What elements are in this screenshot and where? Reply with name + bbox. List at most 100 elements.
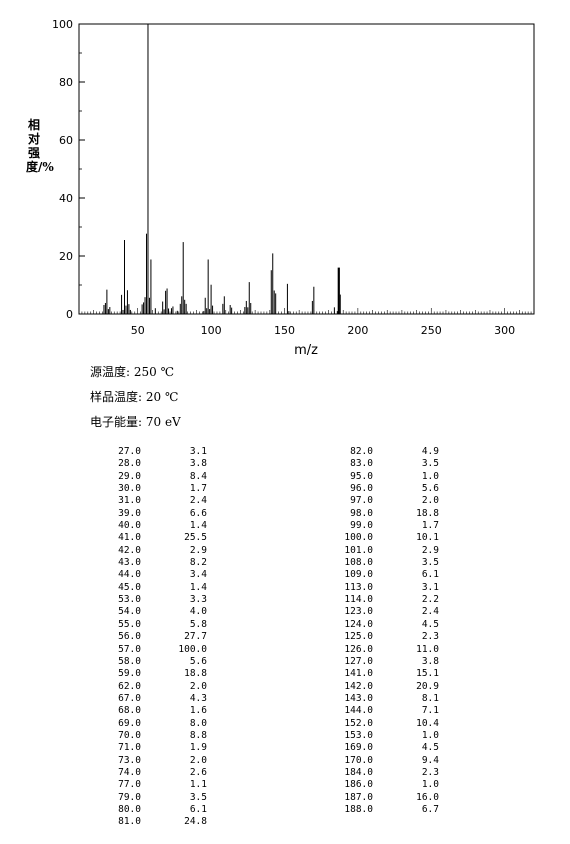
peak-mz: 114.0 — [344, 594, 373, 606]
peak-table-row: 83.0 3.5 — [337, 458, 439, 470]
electron-energy: 电子能量: 70 eV — [90, 415, 181, 429]
x-tick-label: 250 — [421, 324, 442, 337]
peak-mz: 141.0 — [344, 668, 373, 680]
peak-mz: 127.0 — [344, 655, 373, 667]
peak-intensity: 8.8 — [189, 729, 207, 741]
peak-mz: 143.0 — [344, 692, 373, 704]
peak-intensity: 9.4 — [421, 754, 439, 766]
peak-table-row: 77.0 1.1 — [105, 779, 207, 791]
peak-table-row: 143.0 8.1 — [337, 693, 439, 705]
peak-mz: 97.0 — [350, 495, 373, 507]
peak-mz: 188.0 — [344, 803, 373, 815]
peak-table-row: 68.0 1.6 — [105, 705, 207, 717]
peak-mz: 41.0 — [118, 532, 141, 544]
peak-table-row: 74.0 2.6 — [105, 767, 207, 779]
peak-table-row: 45.0 1.4 — [105, 582, 207, 594]
peak-table-row: 71.0 1.9 — [105, 742, 207, 754]
peak-mz: 58.0 — [118, 655, 141, 667]
peak-intensity: 27.7 — [184, 631, 207, 643]
peak-table-row: 141.0 15.1 — [337, 668, 439, 680]
peak-table-row: 114.0 2.2 — [337, 594, 439, 606]
x-axis: 50 100 150 200 250 300 — [131, 324, 515, 337]
peak-mz: 45.0 — [118, 581, 141, 593]
peak-mz: 31.0 — [118, 495, 141, 507]
mass-spectrum-chart: 0 20 40 60 80 100 50 100 150 200 250 300 m/z — [52, 18, 535, 358]
source-temperature: 源温度: 250 ℃ — [90, 365, 175, 379]
peak-mz: 71.0 — [118, 742, 141, 754]
x-tick-label: 300 — [494, 324, 515, 337]
peak-mz: 126.0 — [344, 643, 373, 655]
peak-intensity: 4.0 — [189, 606, 207, 618]
peak-mz: 29.0 — [118, 470, 141, 482]
peak-intensity: 1.0 — [421, 470, 439, 482]
peak-intensity: 11.0 — [416, 643, 439, 655]
peak-intensity: 3.5 — [421, 557, 439, 569]
peak-mz: 30.0 — [118, 483, 141, 495]
peak-mz: 81.0 — [118, 816, 141, 828]
peak-table-row: 58.0 5.6 — [105, 656, 207, 668]
peak-mz: 187.0 — [344, 791, 373, 803]
peak-mz: 79.0 — [118, 791, 141, 803]
peak-mz: 27.0 — [118, 446, 141, 457]
peak-mz: 98.0 — [350, 507, 373, 519]
peak-intensity: 6.1 — [421, 569, 439, 581]
peak-intensity: 5.8 — [189, 618, 207, 630]
peak-table-row: 184.0 2.3 — [337, 767, 439, 779]
peak-intensity: 6.1 — [189, 803, 207, 815]
peak-mz: 82.0 — [350, 446, 373, 457]
peak-mz: 113.0 — [344, 581, 373, 593]
peak-mz: 101.0 — [344, 544, 373, 556]
y-tick-label: 0 — [66, 308, 73, 321]
peak-table-row: 81.0 24.8 — [105, 816, 207, 828]
peak-mz: 99.0 — [350, 520, 373, 532]
peak-table-row: 97.0 2.0 — [337, 495, 439, 507]
peak-table-row: 80.0 6.1 — [105, 804, 207, 816]
peak-table-row: 95.0 1.0 — [337, 471, 439, 483]
peak-table-row: 108.0 3.5 — [337, 557, 439, 569]
peak-intensity: 10.4 — [416, 717, 439, 729]
peak-table-row: 39.0 6.6 — [105, 508, 207, 520]
peak-intensity: 2.9 — [421, 544, 439, 556]
peak-table-row: 43.0 8.2 — [105, 557, 207, 569]
peak-table-row: 187.0 16.0 — [337, 792, 439, 804]
peak-table-row: 55.0 5.8 — [105, 619, 207, 631]
peak-intensity: 100.0 — [178, 643, 207, 655]
peak-intensity: 6.7 — [421, 803, 439, 815]
peak-intensity: 4.5 — [421, 742, 439, 754]
peak-table-row: 100.0 10.1 — [337, 532, 439, 544]
peak-table-row: 28.0 3.8 — [105, 458, 207, 470]
peak-table-row: 101.0 2.9 — [337, 545, 439, 557]
peak-table-row: 29.0 8.4 — [105, 471, 207, 483]
y-axis-label: 相对强度/% — [26, 118, 54, 174]
peak-mz: 73.0 — [118, 754, 141, 766]
peak-mz: 144.0 — [344, 705, 373, 717]
peak-mz: 70.0 — [118, 729, 141, 741]
peak-mz: 123.0 — [344, 606, 373, 618]
peak-mz: 186.0 — [344, 779, 373, 791]
peak-intensity: 1.7 — [189, 483, 207, 495]
peak-table-row: 113.0 3.1 — [337, 582, 439, 594]
peak-intensity: 20.9 — [416, 680, 439, 692]
peak-table-row: 53.0 3.3 — [105, 594, 207, 606]
peak-table-row: 69.0 8.0 — [105, 718, 207, 730]
peak-table-row: 31.0 2.4 — [105, 495, 207, 507]
peak-intensity: 1.4 — [189, 581, 207, 593]
peak-table-row: 54.0 4.0 — [105, 606, 207, 618]
sample-temperature: 样品温度: 20 ℃ — [90, 390, 179, 404]
peak-mz: 68.0 — [118, 705, 141, 717]
peak-intensity: 18.8 — [184, 668, 207, 680]
peak-intensity: 7.1 — [421, 705, 439, 717]
peak-intensity: 3.1 — [421, 581, 439, 593]
y-axis: 0 20 40 60 80 100 — [52, 18, 85, 321]
peak-intensity: 8.4 — [189, 470, 207, 482]
peak-mz: 56.0 — [118, 631, 141, 643]
peak-mz: 83.0 — [350, 458, 373, 470]
peak-table-right: 82.0 4.9 83.0 3.5 95.0 1.0 96.0 5.6 97.0 2.0 98.0 1… — [337, 446, 439, 816]
peak-mz: 44.0 — [118, 569, 141, 581]
peak-table-left: 27.0 3.1 28.0 3.8 29.0 8.4 30.0 1.7 31.0 2.4 39.0 6… — [105, 446, 207, 829]
peak-intensity: 4.9 — [421, 446, 439, 457]
x-axis-label: m/z — [294, 343, 318, 358]
peak-mz: 100.0 — [344, 532, 373, 544]
x-tick-label: 150 — [274, 324, 295, 337]
peak-mz: 124.0 — [344, 618, 373, 630]
